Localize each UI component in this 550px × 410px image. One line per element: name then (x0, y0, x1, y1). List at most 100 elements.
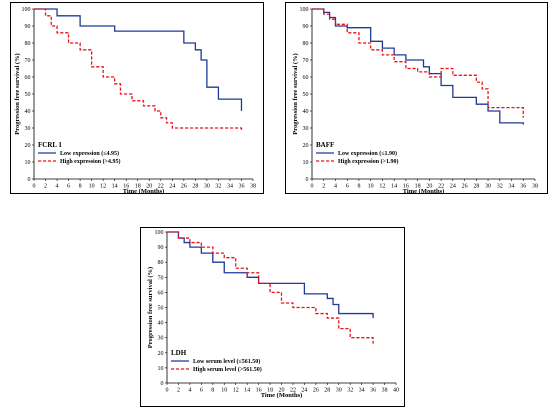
x-tick-label: 24 (169, 184, 175, 190)
x-tick-label: 26 (313, 388, 319, 394)
legend-entry: Low expression (≤4.95) (60, 150, 119, 157)
x-tick-label: 22 (290, 388, 296, 394)
x-tick-label: 20 (146, 184, 152, 190)
panel-frame-ldh (140, 227, 405, 407)
y-tick-label: 70 (158, 275, 164, 281)
panel-frame-fcrl1 (10, 2, 264, 194)
x-tick-label: 14 (391, 184, 397, 190)
series-line-high (167, 231, 374, 344)
y-tick-label: 40 (303, 109, 309, 115)
x-axis-label: Time (Months) (123, 188, 165, 195)
y-tick-label: 20 (25, 143, 31, 149)
y-tick-label: 100 (155, 230, 164, 236)
x-tick-label: 34 (359, 388, 365, 394)
y-tick-label: 10 (158, 366, 164, 372)
x-tick-label: 32 (347, 388, 353, 394)
y-tick-label: 50 (158, 306, 164, 312)
y-tick-label: 30 (25, 126, 31, 132)
x-tick-label: 38 (250, 184, 256, 190)
y-tick-label: 20 (303, 143, 309, 149)
x-tick-label: 4 (56, 184, 59, 190)
x-tick-label: 38 (532, 184, 538, 190)
y-tick-label: 60 (303, 75, 309, 81)
y-tick-label: 50 (303, 92, 309, 98)
panel-frame-baff (285, 2, 548, 194)
y-tick-label: 40 (25, 109, 31, 115)
x-tick-label: 26 (181, 184, 187, 190)
x-tick-label: 36 (520, 184, 526, 190)
x-tick-label: 10 (89, 184, 95, 190)
x-tick-label: 28 (192, 184, 198, 190)
y-tick-label: 60 (25, 75, 31, 81)
y-tick-label: 0 (306, 177, 309, 183)
x-tick-label: 36 (238, 184, 244, 190)
x-tick-label: 20 (426, 184, 432, 190)
y-tick-label: 100 (22, 7, 31, 13)
x-tick-label: 36 (370, 388, 376, 394)
x-tick-label: 2 (322, 184, 325, 190)
x-tick-label: 12 (100, 184, 106, 190)
y-tick-label: 50 (25, 92, 31, 98)
legend-entry: High expression (>1.90) (338, 158, 398, 165)
x-tick-label: 18 (415, 184, 421, 190)
x-tick-label: 2 (177, 388, 180, 394)
x-tick-label: 24 (301, 388, 307, 394)
y-tick-label: 30 (158, 336, 164, 342)
x-tick-label: 8 (211, 388, 214, 394)
x-tick-label: 18 (135, 184, 141, 190)
y-tick-label: 0 (161, 381, 164, 387)
x-tick-label: 16 (403, 184, 409, 190)
legend-entry: High expression (>4.95) (60, 158, 120, 165)
y-tick-label: 0 (28, 177, 31, 183)
x-tick-label: 28 (473, 184, 479, 190)
x-tick-label: 8 (79, 184, 82, 190)
y-tick-label: 40 (158, 321, 164, 327)
x-tick-label: 22 (158, 184, 164, 190)
series-line-low (34, 8, 243, 111)
x-tick-label: 4 (334, 184, 337, 190)
x-tick-label: 10 (368, 184, 374, 190)
y-axis-label: Progression free survival (%) (292, 53, 299, 134)
y-tick-label: 90 (158, 245, 164, 251)
x-tick-label: 26 (462, 184, 468, 190)
x-tick-label: 40 (393, 388, 399, 394)
x-tick-label: 10 (221, 388, 227, 394)
x-tick-label: 22 (438, 184, 444, 190)
x-axis-label: Time (Months) (403, 188, 445, 195)
y-tick-label: 70 (303, 58, 309, 64)
y-tick-label: 90 (25, 24, 31, 30)
legend-entry: Low serum level (≤561.50) (193, 358, 260, 365)
x-tick-label: 28 (324, 388, 330, 394)
x-tick-label: 30 (336, 388, 342, 394)
x-tick-label: 12 (233, 388, 239, 394)
x-tick-label: 0 (33, 184, 36, 190)
x-tick-label: 14 (112, 184, 118, 190)
series-line-high (34, 8, 243, 132)
x-tick-label: 12 (379, 184, 385, 190)
y-tick-label: 100 (300, 7, 309, 13)
y-axis-label: Progression free survival (%) (14, 53, 21, 134)
x-tick-label: 24 (450, 184, 456, 190)
x-tick-label: 14 (244, 388, 250, 394)
legend-title: LDH (171, 349, 187, 357)
x-axis-label: Time (Months) (261, 392, 303, 399)
y-tick-label: 60 (158, 290, 164, 296)
x-tick-label: 16 (256, 388, 262, 394)
x-tick-label: 38 (382, 388, 388, 394)
x-tick-label: 6 (67, 184, 70, 190)
y-tick-label: 10 (25, 160, 31, 166)
x-tick-label: 6 (346, 184, 349, 190)
x-tick-label: 30 (485, 184, 491, 190)
x-tick-label: 32 (497, 184, 503, 190)
series-line-high (312, 8, 524, 118)
x-tick-label: 32 (215, 184, 221, 190)
legend-entry: Low expression (≤1.90) (338, 150, 397, 157)
x-tick-label: 0 (166, 388, 169, 394)
y-tick-label: 80 (25, 41, 31, 47)
x-tick-label: 20 (279, 388, 285, 394)
y-tick-label: 30 (303, 126, 309, 132)
x-tick-label: 2 (44, 184, 47, 190)
